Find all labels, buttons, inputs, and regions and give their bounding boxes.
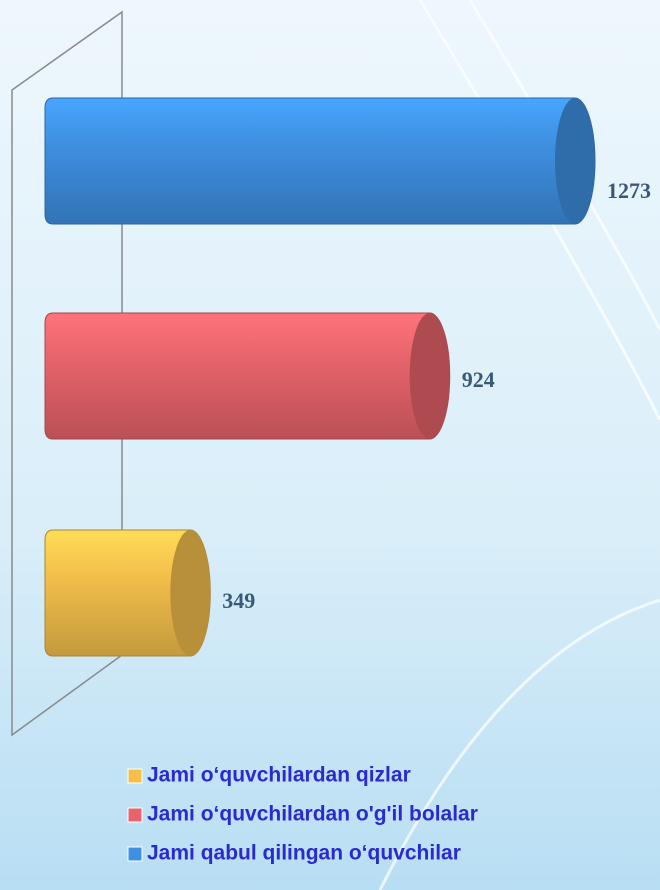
bar [44,312,451,440]
legend-label: Jami o‘quvchilardan qizlar [147,764,411,787]
data-label: 349 [222,588,255,613]
bar-body [44,312,451,440]
legend-marker [127,768,143,784]
legend: Jami o‘quvchilardan qizlar Jami o‘quvchil… [127,764,478,865]
data-label: 1273 [607,178,651,203]
legend-label: Jami qabul qilingan o‘quvchilar [147,842,461,865]
data-label: 924 [462,367,495,392]
bar [44,529,211,657]
bar [44,97,596,225]
bar-cap [170,530,211,656]
legend-marker [127,807,143,823]
bar-body [44,97,596,225]
decoration [378,0,660,890]
bars: 349 924 1273 [44,97,651,657]
legend-marker [127,846,143,862]
bar-cap [409,313,450,439]
bar-cap [555,98,595,224]
legend-label: Jami o‘quvchilardan o'g'il bolalar [147,803,478,826]
